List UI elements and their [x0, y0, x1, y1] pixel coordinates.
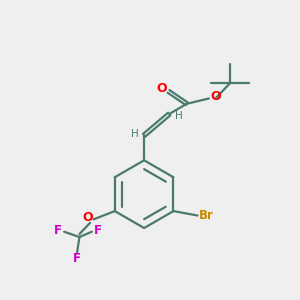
Text: F: F: [73, 252, 80, 265]
Text: H: H: [175, 110, 182, 121]
Text: Br: Br: [199, 209, 214, 222]
Text: F: F: [54, 224, 62, 237]
Text: H: H: [131, 129, 139, 139]
Text: F: F: [94, 224, 102, 237]
Text: O: O: [82, 212, 93, 224]
Text: O: O: [210, 90, 221, 103]
Text: O: O: [157, 82, 167, 95]
